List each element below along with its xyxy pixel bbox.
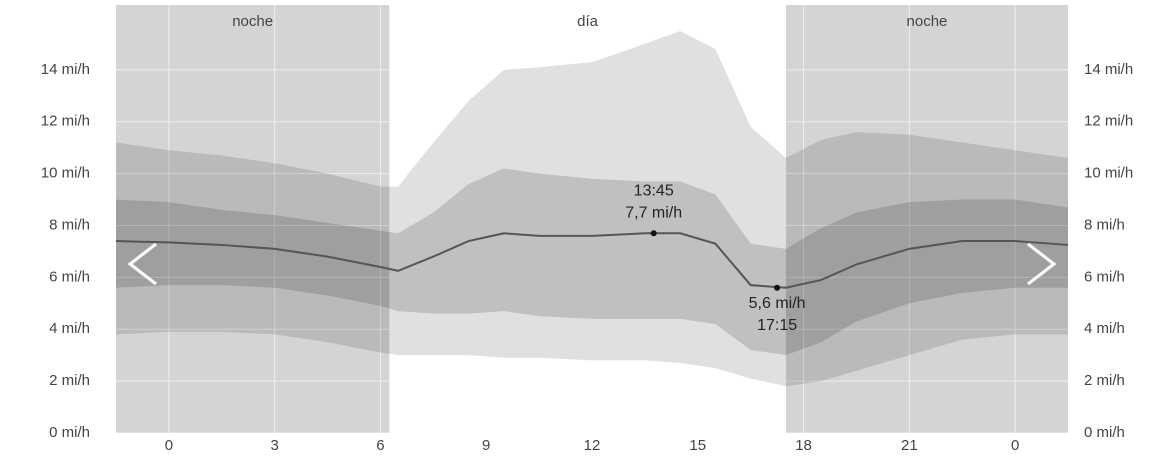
y2-tick-label: 2 mi/h xyxy=(1084,372,1125,389)
period-label: noche xyxy=(232,13,273,30)
marks xyxy=(115,30,1069,387)
band-area xyxy=(116,168,1068,356)
y-tick-label: 8 mi/h xyxy=(49,216,90,233)
y2-tick-label: 12 mi/h xyxy=(1084,113,1133,130)
nav-next[interactable] xyxy=(1027,242,1057,286)
period-label: noche xyxy=(907,13,948,30)
y-tick-label: 6 mi/h xyxy=(49,268,90,285)
x-tick-label: 6 xyxy=(376,437,384,454)
x-tick-label: 21 xyxy=(901,437,918,454)
grid xyxy=(116,5,1068,434)
arrow-left[interactable] xyxy=(127,242,157,286)
annotation-point xyxy=(650,230,657,237)
night-region xyxy=(116,5,390,433)
x-tick-label: 15 xyxy=(689,437,706,454)
y-tick-label: 10 mi/h xyxy=(41,165,90,182)
y-tick-label: 2 mi/h xyxy=(49,372,90,389)
y2-tick-label: 4 mi/h xyxy=(1084,320,1125,337)
x-tick-label: 9 xyxy=(482,437,490,454)
y2-tick-label: 6 mi/h xyxy=(1084,268,1125,285)
y2-tick-label: 0 mi/h xyxy=(1084,424,1125,441)
annotation-time: 13:45 xyxy=(634,182,674,199)
x-tick-label: 0 xyxy=(165,437,173,454)
arrow-right[interactable] xyxy=(1027,242,1057,286)
x-tick-label: 3 xyxy=(270,437,278,454)
x-tick-label: 18 xyxy=(795,437,812,454)
annotation-value: 5,6 mi/h xyxy=(749,295,806,312)
annotation-point xyxy=(774,284,781,291)
y2-tick-label: 14 mi/h xyxy=(1084,61,1133,78)
night-region xyxy=(785,5,1068,433)
annotation-time: 17:15 xyxy=(757,317,797,334)
y-tick-label: 14 mi/h xyxy=(41,61,90,78)
y2-tick-label: 10 mi/h xyxy=(1084,165,1133,182)
y-tick-label: 0 mi/h xyxy=(49,424,90,441)
median-line xyxy=(115,232,1069,289)
annotation-value: 7,7 mi/h xyxy=(625,204,682,221)
labels: noche día noche 0 mi/h 0 mi/h 2 mi/h 2 mi/h 4 m… xyxy=(41,13,1133,454)
x-tick-label: 12 xyxy=(584,437,601,454)
nav-prev[interactable] xyxy=(127,242,157,286)
x-tick-label: 0 xyxy=(1011,437,1019,454)
period-label: día xyxy=(577,13,599,30)
y-tick-label: 12 mi/h xyxy=(41,113,90,130)
y-tick-label: 4 mi/h xyxy=(49,320,90,337)
background xyxy=(116,5,1068,433)
band-area xyxy=(116,30,1068,387)
y2-tick-label: 8 mi/h xyxy=(1084,216,1125,233)
